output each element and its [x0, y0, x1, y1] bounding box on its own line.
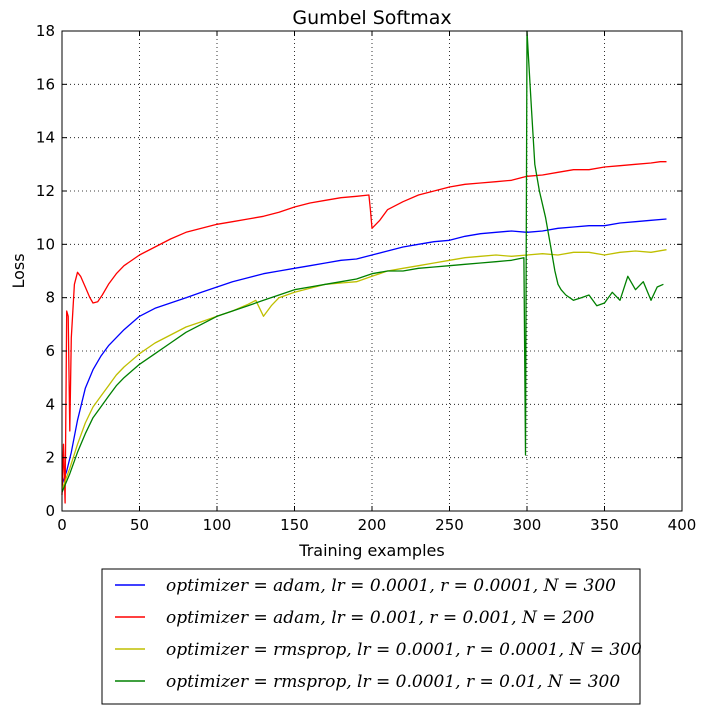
y-tick-label: 12	[36, 182, 55, 200]
y-tick-label: 18	[36, 22, 55, 40]
series-lines	[61, 30, 667, 504]
legend-label-3: optimizer = rmsprop, lr = 0.0001, r = 0.…	[166, 640, 642, 660]
x-axis-title: Training examples	[298, 541, 444, 560]
legend: optimizer = adam, lr = 0.0001, r = 0.000…	[101, 568, 642, 705]
y-tick-label: 2	[45, 449, 55, 467]
series-line-1	[61, 218, 667, 485]
x-tick-label: 250	[435, 516, 464, 534]
x-tick-label: 400	[668, 516, 697, 534]
x-tick-label: 300	[513, 516, 542, 534]
axis-tick-labels: 0 50 100 150 200 250 300 350 400 0 2 4 6 8 10 12 14 16 18	[36, 22, 696, 534]
y-tick-label: 16	[36, 75, 55, 93]
y-tick-label: 4	[45, 395, 55, 413]
x-tick-label: 200	[358, 516, 387, 534]
legend-label-2: optimizer = adam, lr = 0.001, r = 0.001,…	[166, 608, 595, 628]
y-tick-label: 10	[36, 235, 55, 253]
x-tick-label: 350	[590, 516, 619, 534]
axis-ticks	[61, 30, 683, 512]
y-tick-label: 6	[45, 342, 55, 360]
series-line-4	[61, 30, 664, 493]
y-tick-label: 14	[36, 129, 55, 147]
grid-lines	[62, 31, 682, 511]
y-axis-title: Loss	[9, 253, 28, 288]
x-tick-label: 100	[203, 516, 232, 534]
legend-label-1: optimizer = adam, lr = 0.0001, r = 0.000…	[166, 576, 616, 596]
legend-label-4: optimizer = rmsprop, lr = 0.0001, r = 0.…	[166, 672, 620, 692]
legend-box	[101, 568, 641, 705]
x-tick-label: 50	[130, 516, 149, 534]
x-tick-label: 0	[57, 516, 67, 534]
y-tick-label: 8	[45, 289, 55, 307]
x-tick-label: 150	[280, 516, 309, 534]
y-tick-label: 0	[45, 502, 55, 520]
chart-title: Gumbel Softmax	[292, 7, 451, 29]
